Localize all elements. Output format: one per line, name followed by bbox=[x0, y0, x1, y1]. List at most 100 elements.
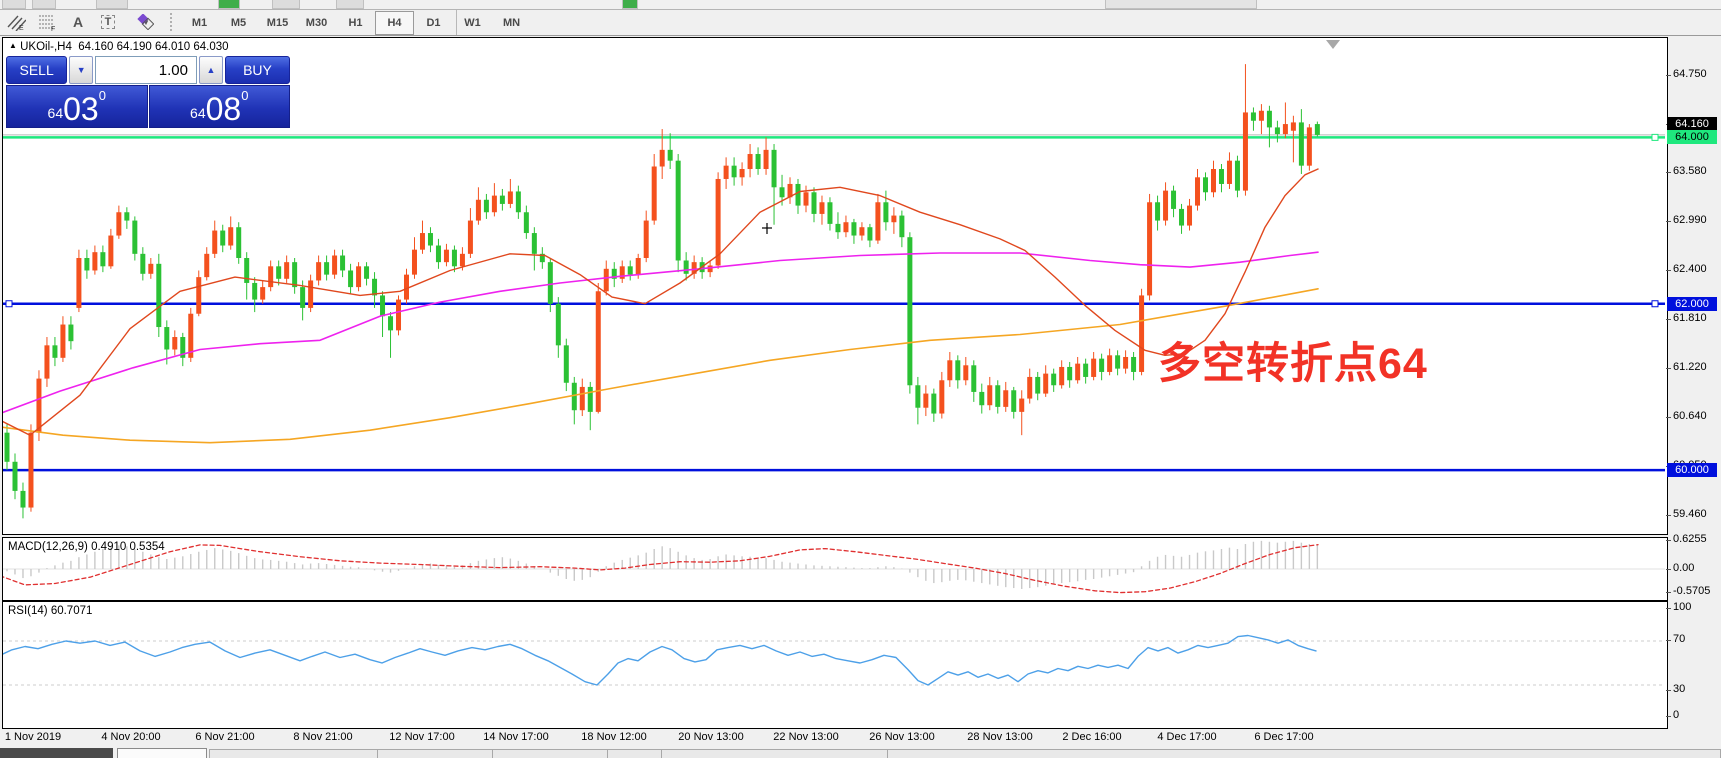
price-tick-label: 59.460 bbox=[1673, 508, 1707, 520]
buy-price-display[interactable]: 64 08 0 bbox=[148, 85, 290, 128]
date-label: 12 Nov 17:00 bbox=[389, 731, 455, 743]
tab-separator bbox=[377, 750, 378, 758]
sell-price-small: 64 bbox=[47, 105, 64, 121]
price-badge-64.160: 64.160 bbox=[1667, 117, 1717, 131]
tab-separator bbox=[661, 750, 662, 758]
buy-price-big: 08 bbox=[205, 91, 242, 127]
timeframe-button-W1[interactable]: W1 bbox=[464, 17, 481, 29]
toolbar-grip[interactable] bbox=[170, 13, 177, 31]
date-label: 4 Nov 20:00 bbox=[101, 731, 161, 743]
date-label: 1 Nov 2019 bbox=[4, 731, 62, 743]
axis-tick-mark bbox=[1666, 417, 1671, 418]
date-label: 28 Nov 13:00 bbox=[967, 731, 1033, 743]
macd-canvas[interactable] bbox=[3, 538, 1665, 598]
toolbar-separator bbox=[456, 10, 457, 35]
svg-text:E: E bbox=[19, 25, 24, 31]
date-label: 20 Nov 13:00 bbox=[678, 731, 744, 743]
volume-increase-button[interactable]: ▲ bbox=[198, 56, 223, 84]
shapes-glyph bbox=[137, 14, 154, 30]
buy-button[interactable]: BUY bbox=[224, 56, 291, 84]
volume-input[interactable]: 1.00 bbox=[95, 56, 197, 84]
rsi-panel[interactable] bbox=[2, 601, 1668, 729]
equidistant-channel-icon[interactable]: E bbox=[4, 12, 28, 32]
timeframe-button-D1[interactable]: D1 bbox=[426, 17, 441, 29]
date-label: 26 Nov 13:00 bbox=[869, 731, 935, 743]
one-click-trading-panel: SELL ▼ 1.00 ▲ BUY 64 03 0 64 08 0 bbox=[6, 56, 291, 128]
sell-price-big: 03 bbox=[63, 91, 99, 127]
rsi-tick-label: 100 bbox=[1673, 601, 1692, 613]
timeframe-button-M15[interactable]: M15 bbox=[266, 17, 289, 29]
date-label: 2 Dec 16:00 bbox=[1062, 731, 1122, 743]
price-tick-label: 62.990 bbox=[1673, 214, 1707, 226]
timeframe-button-H1[interactable]: H1 bbox=[348, 17, 363, 29]
price-tick-label: 63.580 bbox=[1673, 165, 1707, 177]
price-tick-label: 61.220 bbox=[1673, 361, 1707, 373]
axis-tick-mark bbox=[1666, 640, 1671, 641]
timeframe-toolbar: M1 M5 M15 M30 H1 H4 D1 W1 MN bbox=[180, 11, 531, 35]
symbol-label: UKOil-,H4 bbox=[20, 41, 72, 53]
axis-tick-mark bbox=[1666, 515, 1671, 516]
sell-price-display[interactable]: 64 03 0 bbox=[6, 85, 148, 128]
chart-tab-active[interactable] bbox=[117, 748, 207, 758]
date-label: 4 Dec 17:00 bbox=[1157, 731, 1217, 743]
text-label-glyph: T bbox=[100, 15, 116, 29]
chart-toolbar: E F A T ▼ M1 M5 M15 M30 H1 H4 D1 W1 MN bbox=[0, 10, 1721, 36]
bottom-tab-bar bbox=[0, 748, 1721, 758]
toolbar-fragment bbox=[96, 0, 128, 9]
rsi-tick-label: 0 bbox=[1673, 709, 1680, 721]
date-label: 6 Nov 21:00 bbox=[195, 731, 255, 743]
axis-tick-mark bbox=[1666, 716, 1671, 717]
volume-decrease-button[interactable]: ▼ bbox=[69, 56, 94, 84]
price-tick-label: 62.400 bbox=[1673, 263, 1707, 275]
rsi-label: RSI(14) 60.7071 bbox=[8, 605, 93, 617]
date-label: 22 Nov 13:00 bbox=[773, 731, 839, 743]
svg-text:F: F bbox=[51, 26, 55, 31]
axis-tick-mark bbox=[1666, 75, 1671, 76]
date-label: 6 Dec 17:00 bbox=[1254, 731, 1314, 743]
date-label: 18 Nov 12:00 bbox=[581, 731, 647, 743]
axis-tick-mark bbox=[1666, 608, 1671, 609]
macd-tick-label: 0.6255 bbox=[1673, 533, 1707, 545]
text-label-icon[interactable]: T bbox=[96, 12, 120, 32]
terminal-tab-dark[interactable] bbox=[0, 748, 113, 758]
tab-separator bbox=[492, 750, 493, 758]
timeframe-button-H4[interactable]: H4 bbox=[375, 11, 414, 35]
chart-shift-marker[interactable] bbox=[1326, 40, 1340, 49]
axis-tick-mark bbox=[1666, 319, 1671, 320]
sell-button[interactable]: SELL bbox=[6, 56, 68, 84]
collapse-arrow-icon[interactable]: ▲ bbox=[9, 41, 17, 50]
price-badge-62.000: 62.000 bbox=[1667, 297, 1717, 311]
rsi-canvas[interactable] bbox=[3, 602, 1665, 726]
sell-price-sup: 0 bbox=[98, 88, 106, 103]
macd-tick-label: -0.5705 bbox=[1673, 585, 1711, 597]
macd-label: MACD(12,26,9) 0.4910 0.5354 bbox=[8, 541, 165, 553]
date-label: 8 Nov 21:00 bbox=[293, 731, 353, 743]
tab-separator bbox=[607, 750, 608, 758]
price-tick-label: 61.810 bbox=[1673, 312, 1707, 324]
toolbar-fragment-green bbox=[218, 0, 240, 9]
timeframe-button-M5[interactable]: M5 bbox=[230, 17, 247, 29]
timeframe-button-MN[interactable]: MN bbox=[502, 17, 521, 29]
shapes-icon[interactable]: ▼ bbox=[128, 12, 162, 32]
dropdown-arrow-icon: ▼ bbox=[142, 17, 150, 27]
axis-tick-mark bbox=[1666, 592, 1671, 593]
chart-tab-strip[interactable] bbox=[209, 749, 1721, 758]
timeframe-button-M30[interactable]: M30 bbox=[305, 17, 328, 29]
tab-separator bbox=[887, 750, 888, 758]
timeframe-button-M1[interactable]: M1 bbox=[191, 17, 208, 29]
price-badge-64.000: 64.000 bbox=[1667, 130, 1717, 144]
axis-tick-mark bbox=[1666, 540, 1671, 541]
axis-tick-mark bbox=[1666, 368, 1671, 369]
axis-tick-mark bbox=[1666, 569, 1671, 570]
buy-price-small: 64 bbox=[190, 105, 206, 121]
toolbar-fragment bbox=[272, 0, 300, 9]
buy-price-sup: 0 bbox=[241, 88, 249, 103]
price-chart-canvas[interactable] bbox=[3, 38, 1665, 532]
autotrading-fragment bbox=[622, 0, 638, 9]
text-icon[interactable]: A bbox=[72, 14, 84, 30]
price-tick-label: 60.640 bbox=[1673, 410, 1707, 422]
price-badge-60.000: 60.000 bbox=[1667, 463, 1717, 477]
ohlc-values: 64.160 64.190 64.010 64.030 bbox=[78, 41, 229, 53]
fibonacci-icon[interactable]: F bbox=[36, 12, 60, 32]
axis-tick-mark bbox=[1666, 690, 1671, 691]
